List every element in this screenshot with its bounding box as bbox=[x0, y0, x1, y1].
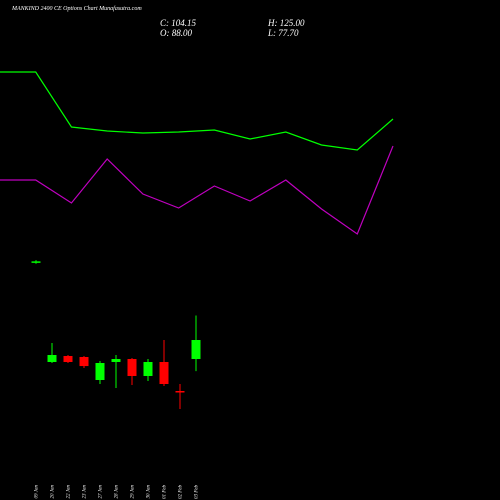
indicator-line bbox=[0, 145, 394, 235]
candle-body bbox=[159, 362, 169, 384]
open-label: O: 88.00 bbox=[160, 28, 192, 38]
candle-body bbox=[31, 261, 41, 263]
candle-body bbox=[95, 363, 105, 380]
chart-title: MANKIND 2400 CE Options Chart Munafasutr… bbox=[11, 5, 142, 12]
x-tick-label: 09 Jan bbox=[35, 485, 40, 499]
x-tick-label: 20 Jan bbox=[51, 485, 56, 499]
x-tick-label: 23 Jan bbox=[83, 485, 88, 499]
x-tick-label: 30 Jan bbox=[147, 485, 152, 499]
x-tick-label: 03 Feb bbox=[195, 485, 200, 500]
candle-body bbox=[111, 359, 121, 362]
candle-body bbox=[191, 340, 201, 359]
candle-body bbox=[175, 391, 185, 393]
candle-body bbox=[79, 357, 89, 367]
x-tick-label: 28 Jan bbox=[115, 485, 120, 499]
x-tick-label: 22 Jan bbox=[67, 485, 72, 499]
low-label: L: 77.70 bbox=[267, 28, 299, 38]
close-label: C: 104.15 bbox=[160, 18, 197, 28]
candle-body bbox=[143, 362, 153, 376]
high-label: H: 125.00 bbox=[267, 18, 305, 28]
indicator-line bbox=[0, 71, 394, 151]
candle-body bbox=[127, 359, 137, 376]
x-tick-label: 02 Feb bbox=[179, 485, 184, 500]
x-tick-label: 01 Feb bbox=[163, 485, 168, 500]
candle-body bbox=[63, 356, 73, 362]
x-tick-label: 29 Jan bbox=[131, 485, 136, 499]
candle-body bbox=[47, 355, 57, 362]
x-tick-label: 27 Jan bbox=[99, 485, 104, 499]
